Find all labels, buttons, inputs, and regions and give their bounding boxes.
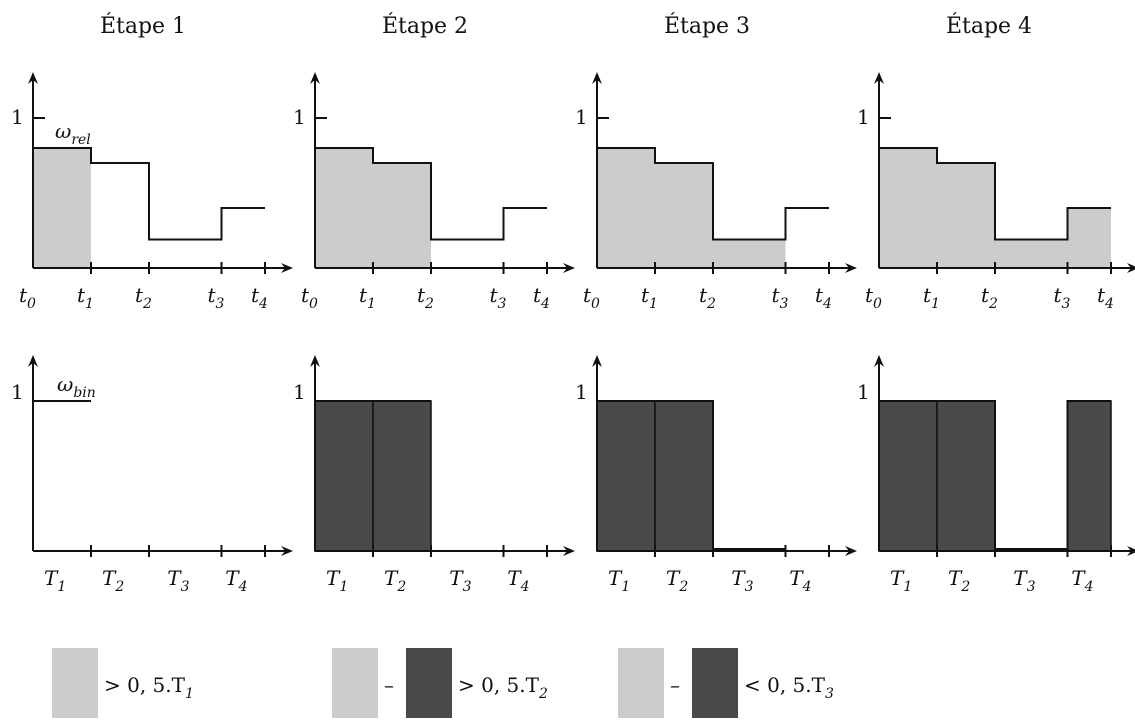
relative-tick-label-4: t4 <box>251 283 268 312</box>
relative-tick-label-1: t1 <box>77 283 94 312</box>
binary-x-arrow <box>845 546 857 556</box>
legend-minus: – <box>670 673 680 697</box>
binary-tick-label-3: T4 <box>507 566 529 595</box>
binary-one-label: 1 <box>857 380 870 404</box>
relative-step-curve <box>33 147 265 241</box>
relative-tick-label-1: t1 <box>359 283 376 312</box>
relative-tick-label-2: t2 <box>417 283 434 312</box>
relative-tick-label-4: t4 <box>815 283 832 312</box>
relative-tick-label-0: t0 <box>19 283 36 312</box>
relative-one-label: 1 <box>857 105 870 129</box>
binary-tick-label-1: T2 <box>666 566 688 595</box>
panel-title: Étape 1 <box>100 12 186 39</box>
relative-x-arrow <box>1127 263 1135 273</box>
relative-tick-label-0: t0 <box>865 283 882 312</box>
binary-bar-T1 <box>878 400 938 552</box>
binary-y-arrow <box>874 355 884 367</box>
relative-tick-label-3: t3 <box>1054 283 1071 312</box>
binary-y-arrow <box>310 355 320 367</box>
binary-tick-label-0: T1 <box>890 566 912 595</box>
panel-etape-4: Étape 4 1 t0 t1 t2 t3 t4 1 T1 T2 T3 T4 <box>857 12 1135 595</box>
legend-swatch-dark <box>406 648 452 718</box>
binary-tick-label-0: T1 <box>44 566 66 595</box>
relative-tick-label-2: t2 <box>135 283 152 312</box>
relative-step-curve <box>315 147 547 241</box>
binary-bar-T1 <box>596 400 656 552</box>
binary-one-label: 1 <box>11 380 24 404</box>
relative-series-label: ωrel <box>55 119 91 148</box>
binary-tick-label-0: T1 <box>326 566 348 595</box>
relative-tick-label-2: t2 <box>699 283 716 312</box>
relative-step-curve <box>879 147 1111 241</box>
relative-tick-label-1: t1 <box>923 283 940 312</box>
relative-y-arrow <box>592 72 602 84</box>
binary-tick-label-2: T3 <box>167 566 189 595</box>
legend-label-3: < 0, 5.T3 <box>744 673 834 702</box>
binary-tick-label-1: T2 <box>948 566 970 595</box>
relative-tick-label-0: t0 <box>583 283 600 312</box>
legend-label-1: > 0, 5.T1 <box>104 673 194 702</box>
panel-etape-2: Étape 2 1 t0 t1 t2 t3 t4 1 T1 T2 T3 T4 <box>293 12 575 595</box>
relative-x-arrow <box>845 263 857 273</box>
relative-one-label: 1 <box>575 105 588 129</box>
legend-swatch-light <box>618 648 664 718</box>
relative-fill <box>33 148 91 268</box>
legend-swatch-light <box>52 648 98 718</box>
panel-title: Étape 4 <box>946 12 1032 39</box>
binary-x-arrow <box>281 546 293 556</box>
binary-step-curve <box>597 400 786 550</box>
binary-x-arrow <box>563 546 575 556</box>
binary-tick-label-2: T3 <box>1013 566 1035 595</box>
legend-swatch-dark <box>692 648 738 718</box>
panel-etape-3: Étape 3 1 t0 t1 t2 t3 t4 1 T1 T2 T3 T4 <box>575 12 857 595</box>
relative-one-label: 1 <box>293 105 306 129</box>
panel-title: Étape 2 <box>382 12 468 39</box>
relative-tick-label-3: t3 <box>772 283 789 312</box>
binary-tick-label-0: T1 <box>608 566 630 595</box>
legend-swatch-light <box>332 648 378 718</box>
binary-tick-label-3: T4 <box>225 566 247 595</box>
relative-y-arrow <box>28 72 38 84</box>
binary-series-label: ωbin <box>57 372 96 401</box>
relative-tick-label-3: t3 <box>490 283 507 312</box>
relative-tick-label-1: t1 <box>641 283 658 312</box>
relative-one-label: 1 <box>11 105 24 129</box>
panel-etape-1: Étape 1 1 t0 t1 t2 t3 t4 ωrel 1 T1 T2 T3 T4 ωbin <box>11 12 293 595</box>
binary-tick-label-1: T2 <box>384 566 406 595</box>
binary-x-arrow <box>1127 546 1135 556</box>
relative-tick-label-3: t3 <box>208 283 225 312</box>
relative-tick-label-4: t4 <box>533 283 550 312</box>
binary-tick-label-3: T4 <box>789 566 811 595</box>
binary-bar-T4 <box>1066 400 1112 552</box>
binary-tick-label-2: T3 <box>731 566 753 595</box>
relative-y-arrow <box>874 72 884 84</box>
relative-x-arrow <box>281 263 293 273</box>
relative-tick-label-4: t4 <box>1097 283 1114 312</box>
binary-bar-T2 <box>372 400 432 552</box>
panel-title: Étape 3 <box>664 12 750 39</box>
legend-minus: – <box>384 673 394 697</box>
relative-x-arrow <box>563 263 575 273</box>
relative-tick-label-2: t2 <box>981 283 998 312</box>
binary-bar-T1 <box>314 400 374 552</box>
binary-bar-T2 <box>654 400 714 552</box>
legend: > 0, 5.T1 – > 0, 5.T2 – < 0, 5.T3 <box>52 648 834 718</box>
binary-one-label: 1 <box>293 380 306 404</box>
binary-y-arrow <box>28 355 38 367</box>
relative-y-arrow <box>310 72 320 84</box>
binary-y-arrow <box>592 355 602 367</box>
relative-fill <box>315 148 431 268</box>
legend-label-2: > 0, 5.T2 <box>458 673 548 702</box>
binary-bar-T2 <box>936 400 996 552</box>
relative-step-curve <box>597 147 829 241</box>
relative-fill <box>597 148 786 268</box>
binary-tick-label-3: T4 <box>1071 566 1093 595</box>
binary-tick-label-2: T3 <box>449 566 471 595</box>
relative-tick-label-0: t0 <box>301 283 318 312</box>
binary-tick-label-1: T2 <box>102 566 124 595</box>
binary-one-label: 1 <box>575 380 588 404</box>
